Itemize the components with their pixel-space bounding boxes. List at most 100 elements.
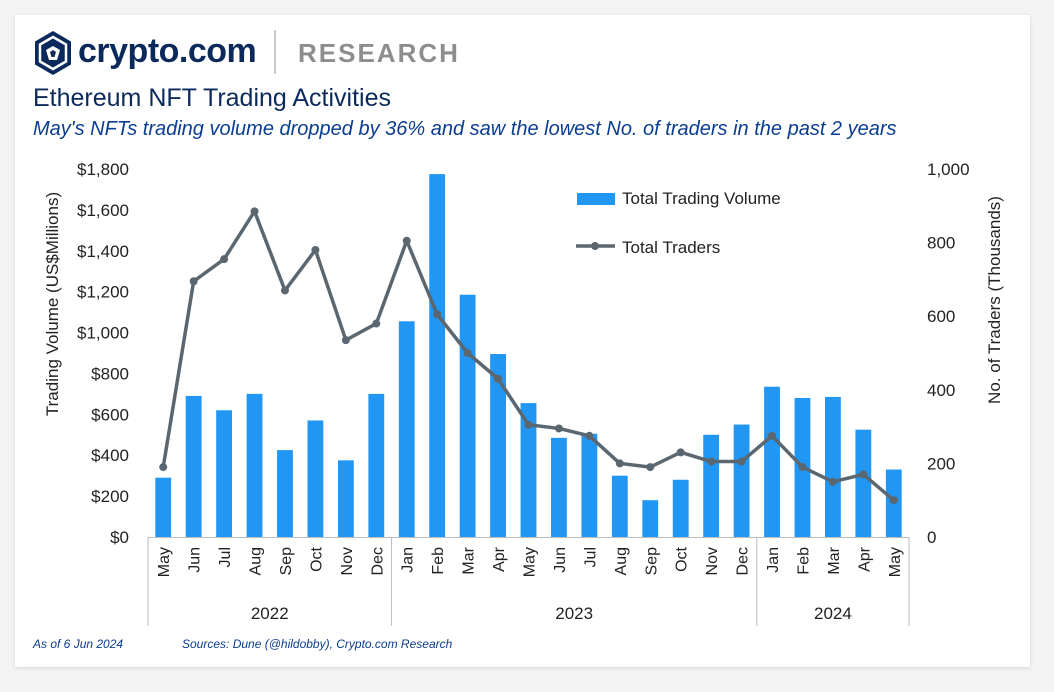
volume-bar (611, 475, 628, 537)
traders-point (615, 459, 624, 468)
x-tick-label: May (522, 547, 539, 577)
volume-bar (185, 395, 202, 537)
traders-point (828, 477, 837, 486)
legend-traders-label: Total Traders (622, 238, 720, 257)
volume-bar (155, 477, 172, 537)
volume-bar (490, 354, 506, 537)
volume-bar (703, 434, 720, 537)
y2-tick-label: 0 (927, 528, 936, 547)
volume-bar (642, 500, 659, 537)
x-tick-label: Jun (187, 547, 204, 573)
volume-bar (672, 479, 689, 537)
y-tick-label: $1,200 (77, 283, 129, 302)
y-axis-label: Trading Volume (US$Millions) (43, 192, 62, 416)
x-tick-label: May (156, 547, 173, 577)
traders-point (737, 457, 746, 466)
year-label: 2022 (251, 604, 289, 623)
x-tick-label: Feb (795, 547, 812, 575)
volume-bar (459, 294, 476, 537)
x-tick-label: Jan (400, 547, 417, 573)
volume-bar (733, 424, 750, 537)
traders-point (707, 457, 716, 466)
traders-point (372, 319, 381, 328)
y-tick-label: $1,000 (77, 324, 129, 343)
traders-point (463, 349, 472, 357)
x-tick-label: Nov (339, 547, 356, 575)
sources-note: Sources: Dune (@hildobby), Crypto.com Re… (182, 637, 453, 651)
y2-tick-label: 1,000 (927, 160, 970, 179)
chart-title: Ethereum NFT Trading Activities (33, 84, 392, 112)
x-tick-label: Jun (552, 547, 569, 573)
x-tick-label: Oct (674, 546, 691, 571)
x-tick-label: Jul (217, 547, 234, 567)
brand-name: crypto.com (78, 32, 257, 70)
x-tick-label: Jan (765, 547, 782, 573)
traders-point (859, 470, 868, 479)
x-tick-label: Dec (735, 547, 752, 575)
volume-bar (551, 437, 567, 537)
y2-tick-label: 600 (927, 307, 955, 326)
traders-point (250, 207, 259, 216)
traders-point (768, 431, 777, 440)
traders-point (889, 496, 898, 505)
volume-bar (581, 433, 598, 537)
traders-point (433, 310, 442, 319)
x-tick-label: Nov (704, 547, 721, 575)
y2-tick-label: 400 (927, 381, 955, 400)
y-tick-label: $600 (91, 405, 129, 424)
volume-bar (855, 429, 872, 537)
volume-bar (520, 403, 537, 537)
traders-point (646, 463, 655, 472)
traders-point (585, 431, 594, 440)
crypto-com-logo (33, 30, 73, 76)
legend-volume-swatch (577, 193, 615, 205)
volume-bar (277, 450, 293, 537)
traders-point (280, 286, 289, 295)
brand-section: RESEARCH (298, 38, 460, 68)
volume-bar (429, 174, 446, 537)
traders-point (524, 420, 533, 429)
volume-bar (307, 420, 324, 537)
x-tick-label: Oct (308, 546, 325, 571)
volume-bar (246, 393, 263, 537)
x-tick-label: Jul (582, 547, 599, 567)
y2-tick-label: 200 (927, 454, 955, 473)
x-tick-label: Aug (613, 547, 630, 575)
volume-bar (824, 396, 841, 537)
x-tick-label: Mar (826, 546, 843, 574)
y-tick-label: $1,600 (77, 201, 129, 220)
x-tick-label: Aug (248, 547, 265, 575)
y-tick-label: $400 (91, 446, 129, 465)
as-of-note: As of 6 Jun 2024 (33, 637, 124, 651)
x-tick-label: Dec (369, 547, 386, 575)
traders-point (189, 277, 198, 286)
traders-point (159, 463, 168, 472)
volume-bar (337, 460, 354, 537)
volume-bar (764, 386, 780, 537)
x-tick-label: Feb (430, 547, 447, 575)
traders-point (220, 255, 229, 264)
y2-tick-label: 800 (927, 234, 955, 253)
y-tick-label: $0 (110, 528, 129, 547)
traders-point (311, 245, 320, 254)
y-tick-label: $800 (91, 364, 129, 383)
chart-subtitle: May's NFTs trading volume dropped by 36%… (33, 118, 897, 140)
x-tick-label: Sep (643, 547, 660, 576)
year-label: 2024 (814, 604, 852, 623)
y2-axis-label: No. of Traders (Thousands) (985, 196, 1004, 404)
legend-volume-label: Total Trading Volume (622, 189, 781, 208)
volume-bar (398, 321, 415, 537)
y-tick-label: $1,800 (77, 160, 129, 179)
volume-bar (368, 393, 385, 537)
y-tick-label: $200 (91, 487, 129, 506)
traders-point (402, 236, 411, 245)
traders-point (341, 336, 350, 345)
brand-divider (274, 30, 276, 74)
x-tick-label: Mar (461, 546, 478, 574)
x-tick-label: May (887, 547, 904, 577)
crypto-com-logo-icon (35, 31, 71, 75)
volume-bar (216, 410, 233, 537)
traders-point (676, 448, 685, 457)
year-label: 2023 (555, 604, 593, 623)
